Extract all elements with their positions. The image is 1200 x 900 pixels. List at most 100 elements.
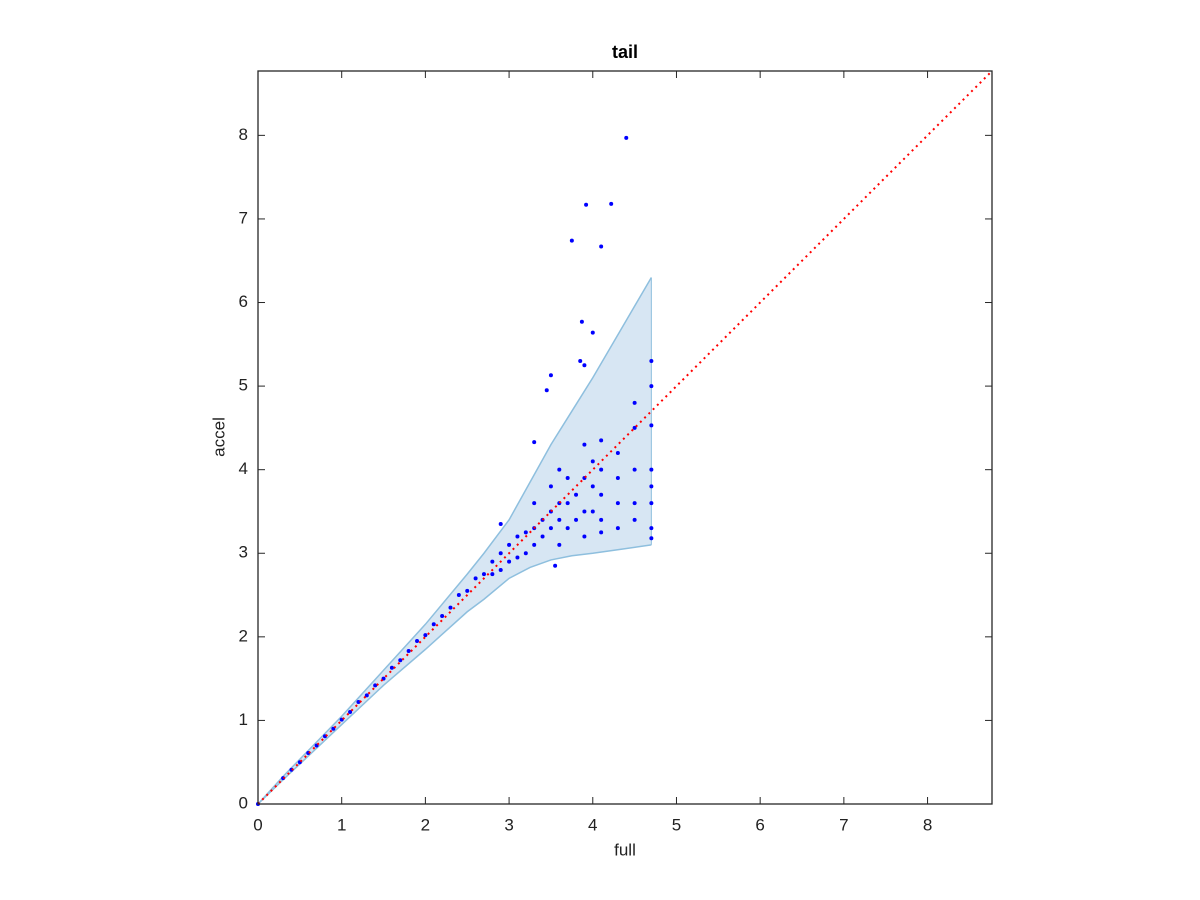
point <box>415 639 420 644</box>
point <box>431 622 436 627</box>
band-fill <box>258 277 652 804</box>
point <box>507 559 512 564</box>
x-tick-label: 0 <box>253 815 262 834</box>
point <box>507 542 512 547</box>
point <box>465 588 470 593</box>
axes-box <box>257 70 993 805</box>
x-tick-label: 2 <box>421 815 430 834</box>
y-axis-label: accel <box>209 417 228 457</box>
point <box>574 517 579 522</box>
point <box>331 726 336 731</box>
point <box>584 202 589 207</box>
point <box>490 559 495 564</box>
point <box>565 476 570 481</box>
point <box>373 683 378 688</box>
y-tick-label: 3 <box>239 543 248 562</box>
point <box>574 492 579 497</box>
y-tick-label: 8 <box>239 125 248 144</box>
point <box>398 658 403 663</box>
x-tick-label: 4 <box>588 815 597 834</box>
point <box>356 700 361 705</box>
point <box>590 509 595 514</box>
point <box>448 605 453 610</box>
point <box>578 359 583 364</box>
point <box>624 135 629 140</box>
point <box>553 563 558 568</box>
point <box>557 542 562 547</box>
point <box>649 536 654 541</box>
point <box>364 693 369 698</box>
point <box>582 509 587 514</box>
point <box>649 359 654 364</box>
point <box>473 576 478 581</box>
point <box>599 244 604 249</box>
point <box>615 526 620 531</box>
point <box>615 501 620 506</box>
point <box>649 384 654 389</box>
point <box>632 517 637 522</box>
point <box>389 665 394 670</box>
point <box>498 567 503 572</box>
point <box>590 459 595 464</box>
point <box>649 484 654 489</box>
point <box>649 467 654 472</box>
point <box>456 593 461 598</box>
point <box>632 467 637 472</box>
point <box>632 400 637 405</box>
point <box>582 363 587 368</box>
point <box>548 373 553 378</box>
chart-title: tail <box>612 42 638 62</box>
y-tick-label: 4 <box>239 459 248 478</box>
point <box>406 649 411 654</box>
point <box>579 319 584 324</box>
y-tick-label: 5 <box>239 376 248 395</box>
point <box>548 526 553 531</box>
point <box>532 542 537 547</box>
y-tick-label: 0 <box>239 793 248 812</box>
x-axis-label: full <box>614 840 636 859</box>
reference-line <box>258 71 992 804</box>
point <box>599 517 604 522</box>
point <box>481 572 486 577</box>
point <box>590 484 595 489</box>
point <box>649 526 654 531</box>
point <box>548 484 553 489</box>
point <box>599 438 604 443</box>
point <box>498 522 503 527</box>
point <box>532 440 537 445</box>
point <box>498 551 503 556</box>
y-tick-label: 1 <box>239 710 248 729</box>
point <box>632 425 637 430</box>
y-tick-label: 7 <box>239 208 248 227</box>
x-tick-label: 1 <box>337 815 346 834</box>
point <box>381 676 386 681</box>
point <box>590 330 595 335</box>
point <box>523 530 528 535</box>
point <box>582 534 587 539</box>
point <box>557 517 562 522</box>
point <box>423 633 428 638</box>
point <box>540 534 545 539</box>
point <box>348 710 353 715</box>
point <box>523 551 528 556</box>
point <box>615 476 620 481</box>
point <box>649 423 654 428</box>
band-upper <box>257 277 653 805</box>
point <box>599 530 604 535</box>
point <box>544 388 549 393</box>
x-tick-label: 8 <box>923 815 932 834</box>
y-tick-label: 6 <box>239 292 248 311</box>
point <box>440 613 445 618</box>
point <box>599 492 604 497</box>
point <box>490 572 495 577</box>
point <box>557 467 562 472</box>
x-tick-label: 6 <box>755 815 764 834</box>
point <box>565 501 570 506</box>
point <box>515 534 520 539</box>
point <box>632 501 637 506</box>
y-tick-label: 2 <box>239 626 248 645</box>
point <box>615 450 620 455</box>
point <box>532 501 537 506</box>
point <box>609 201 614 206</box>
